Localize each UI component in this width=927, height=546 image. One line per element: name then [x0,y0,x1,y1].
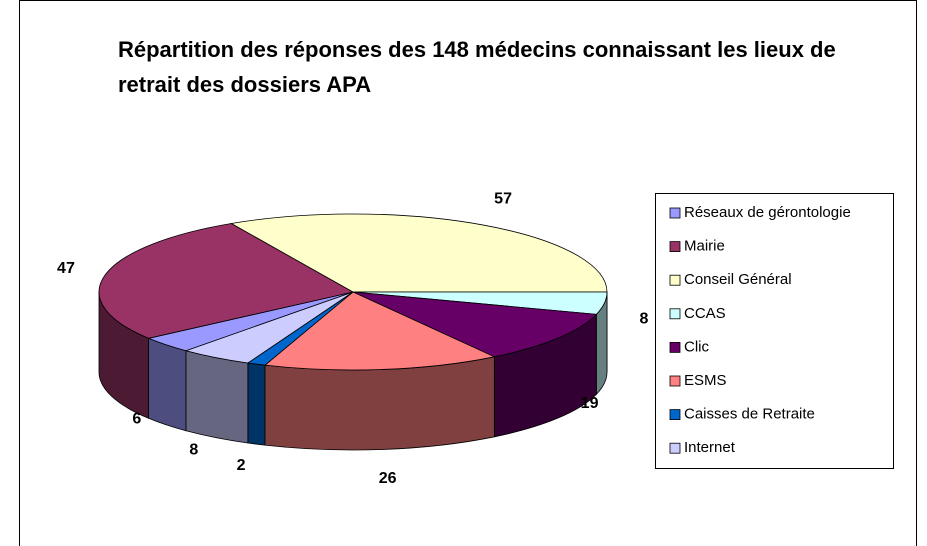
legend-swatch [669,375,681,387]
legend-label: Réseaux de gérontologie [684,204,851,221]
legend-label: Caisses de Retraite [684,406,815,423]
data-label: 57 [494,190,512,207]
data-label: 2 [237,457,246,474]
data-label: 8 [189,441,198,458]
data-label: 19 [581,395,599,412]
slice-side [247,362,266,446]
data-label: 8 [639,310,648,327]
legend-label: Conseil Général [684,271,792,288]
legend-swatch [669,274,681,286]
legend-swatch [669,207,681,219]
data-label: 6 [132,411,141,428]
legend-swatch [669,409,681,421]
slice-side [185,350,249,444]
legend-swatch [669,308,681,320]
legend-swatch [669,442,681,454]
data-label: 26 [379,470,397,487]
legend-label: Mairie [684,238,725,255]
data-label: 47 [57,260,75,277]
legend-label: Clic [684,338,709,355]
legend-label: Internet [684,439,736,456]
slice [263,291,496,371]
legend-swatch [669,241,681,253]
legend-label: ESMS [684,372,727,389]
slice [184,291,354,364]
legend-label: CCAS [684,305,726,322]
slice [352,291,598,358]
slice-side [264,356,495,451]
slice [98,223,355,339]
slice-side [148,337,187,432]
legend-box [655,193,894,469]
slice [230,213,608,293]
legend-swatch [669,341,681,353]
chart-title: Répartition des réponses des 148 médecin… [118,37,836,97]
